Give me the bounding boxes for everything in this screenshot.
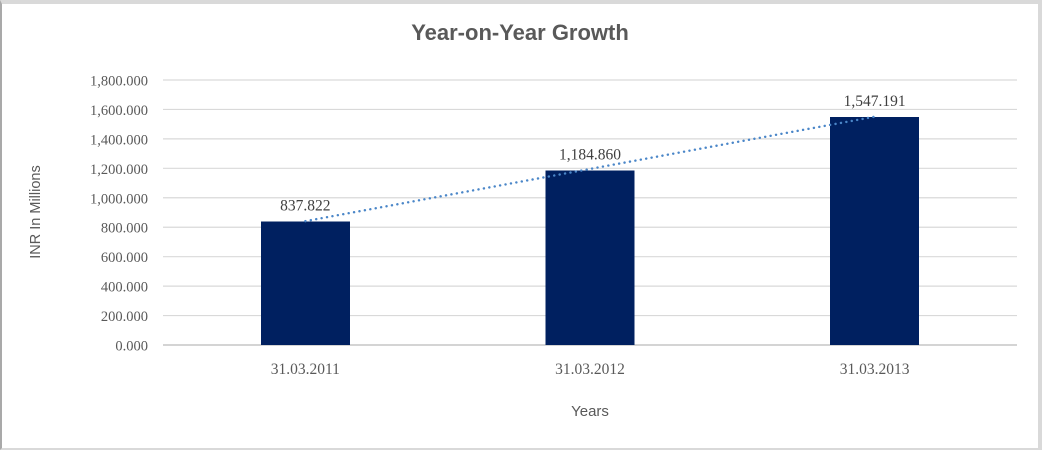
- y-tick-label: 1,400.000: [90, 132, 148, 148]
- bar[interactable]: [830, 117, 920, 345]
- x-tick-label: 31.03.2011: [271, 361, 340, 378]
- x-axis-title: Years: [571, 403, 609, 420]
- y-tick-label: 1,800.000: [90, 74, 148, 90]
- y-tick-label: 600.000: [101, 250, 148, 266]
- y-tick-label: 200.000: [101, 309, 148, 325]
- y-tick-label: 1,000.000: [90, 191, 148, 207]
- bar[interactable]: [545, 170, 635, 345]
- data-label: 1,184.860: [559, 147, 621, 164]
- bar[interactable]: [260, 221, 350, 345]
- x-tick-label: 31.03.2012: [555, 361, 625, 378]
- plot-svg: 0.000 200.000 400.000 600.000 800.000 1,000.0…: [90, 74, 1017, 378]
- data-label: 837.822: [280, 198, 330, 215]
- y-tick-label: 400.000: [101, 280, 148, 296]
- y-tick-label: 1,200.000: [90, 162, 148, 178]
- x-tick-label: 31.03.2013: [840, 361, 910, 378]
- y-tick-label: 1,600.000: [90, 103, 148, 119]
- y-tick-label: 800.000: [101, 221, 148, 237]
- chart-title: Year-on-Year Growth: [411, 20, 629, 45]
- y-tick-label: 0.000: [115, 339, 148, 355]
- data-label: 1,547.191: [844, 93, 906, 110]
